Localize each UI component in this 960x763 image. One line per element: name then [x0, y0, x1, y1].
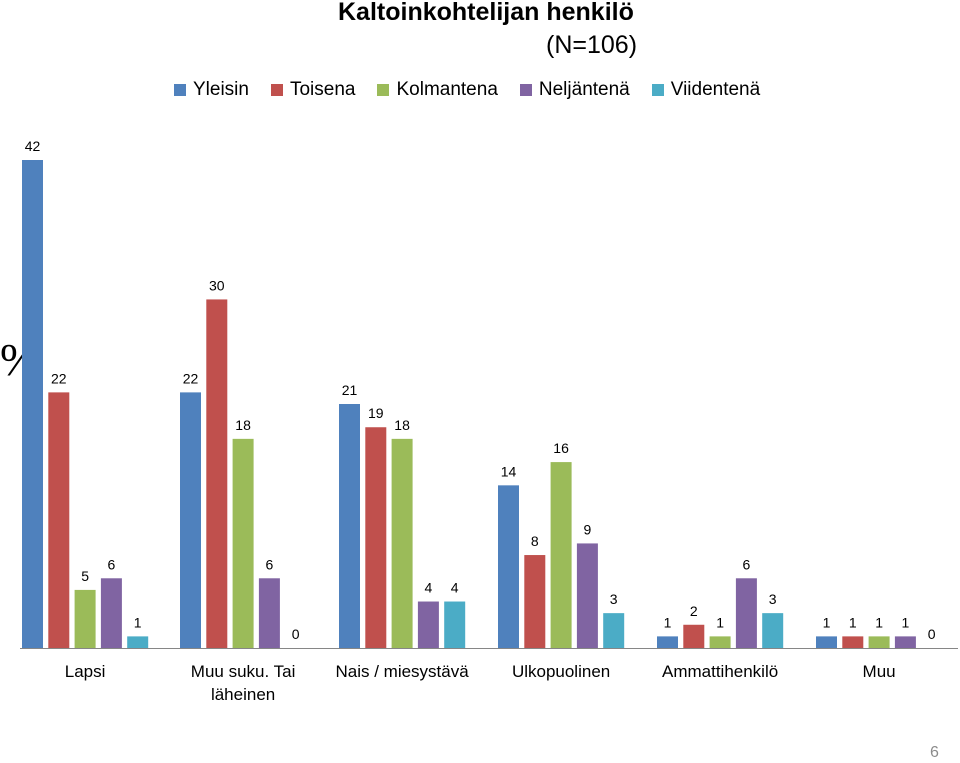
- category-label: Ammattihenkilö: [662, 662, 778, 681]
- bar: [206, 299, 228, 648]
- data-label: 14: [501, 463, 517, 479]
- data-label: 1: [849, 614, 857, 630]
- data-label: 42: [25, 138, 41, 154]
- data-label: 0: [292, 626, 300, 642]
- data-label: 6: [266, 556, 274, 572]
- data-label: 4: [451, 580, 459, 596]
- page-number: 6: [930, 744, 939, 761]
- bar: [339, 404, 360, 648]
- legend-label: Yleisin: [193, 79, 249, 100]
- data-label: 4: [425, 580, 433, 596]
- bar: [258, 578, 280, 648]
- bar: [657, 636, 678, 648]
- bar: [365, 427, 387, 648]
- category-label: Ulkopuolinen: [512, 662, 610, 681]
- legend-swatch: [377, 84, 390, 96]
- data-label: 1: [902, 614, 910, 630]
- bar: [417, 601, 439, 648]
- bar: [603, 613, 625, 648]
- category-label: Lapsi: [65, 662, 106, 681]
- bar: [48, 392, 70, 648]
- bar: [180, 392, 201, 648]
- data-label: 18: [235, 417, 251, 433]
- legend-swatch: [174, 84, 186, 96]
- legend-item: Toisena: [270, 79, 356, 101]
- category-label: Muu: [863, 662, 896, 681]
- bar: [74, 589, 96, 648]
- chart-title: Kaltoinkohtelijan henkilö: [338, 0, 634, 26]
- data-label: 19: [368, 405, 384, 421]
- data-label: 3: [769, 591, 777, 607]
- data-label: 8: [531, 533, 539, 549]
- data-label: 6: [743, 556, 751, 572]
- legend-label: Kolmantena: [396, 79, 498, 100]
- bar: [498, 485, 519, 648]
- chart-subtitle: (N=106): [546, 31, 638, 59]
- legend-item: Neljäntenä: [519, 79, 630, 101]
- data-label: 2: [690, 603, 698, 619]
- legend-swatch: [651, 84, 664, 96]
- data-label: 9: [584, 521, 592, 537]
- data-label: 18: [394, 417, 410, 433]
- data-label: 22: [51, 370, 67, 386]
- category-label: Nais / miesystävä: [335, 662, 469, 681]
- data-label: 1: [823, 614, 831, 630]
- legend-label: Neljäntenä: [538, 79, 630, 100]
- bar: [232, 438, 254, 648]
- bar: [391, 438, 413, 648]
- data-label: 3: [610, 591, 618, 607]
- legend-swatch: [519, 84, 532, 96]
- data-label: 22: [183, 370, 199, 386]
- data-label: 16: [553, 440, 569, 456]
- bar: [709, 636, 731, 648]
- bar: [524, 555, 546, 648]
- legend-item: Kolmantena: [377, 79, 498, 101]
- data-label: 1: [664, 614, 672, 630]
- bar: [762, 613, 784, 648]
- bar: [127, 636, 149, 648]
- bar: [683, 624, 705, 648]
- bar: [550, 462, 572, 648]
- bar: [576, 543, 598, 648]
- data-label: 1: [875, 614, 883, 630]
- legend-item: Viidentenä: [651, 79, 761, 101]
- chart-legend: Yleisin Toisena Kolmantena Neljäntenä Viiden…: [174, 77, 782, 103]
- data-label: 1: [134, 614, 142, 630]
- data-label: 6: [108, 556, 116, 572]
- bar: [842, 636, 864, 648]
- legend-item: Yleisin: [174, 79, 249, 101]
- bar: [100, 578, 122, 648]
- bar: [868, 636, 890, 648]
- bar: [894, 636, 916, 648]
- legend-swatch: [270, 84, 283, 96]
- data-label: 5: [81, 568, 89, 584]
- legend-label: Toisena: [289, 79, 356, 100]
- bar: [444, 601, 466, 648]
- category-label: Muu suku. Tai läheinen: [191, 662, 296, 704]
- data-label: 0: [928, 626, 936, 642]
- bar: [22, 160, 43, 648]
- data-label: 30: [209, 277, 225, 293]
- data-label: 1: [716, 614, 724, 630]
- legend-label: Viidentenä: [670, 79, 761, 100]
- bar: [735, 578, 757, 648]
- data-label: 21: [342, 382, 358, 398]
- bar: [816, 636, 837, 648]
